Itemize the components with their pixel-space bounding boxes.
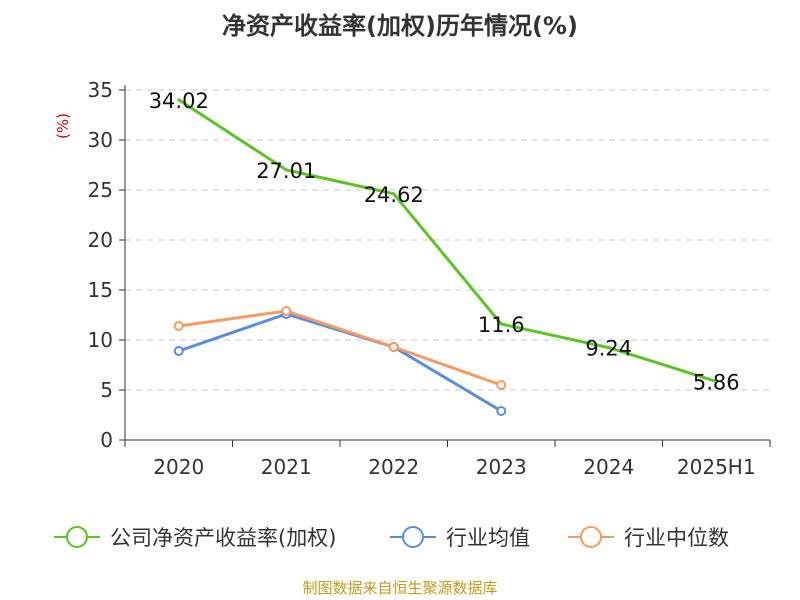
source-note: 制图数据来自恒生聚源数据库 bbox=[302, 579, 497, 597]
x-tick-label-2022: 2022 bbox=[368, 455, 419, 479]
series-1 bbox=[173, 309, 507, 416]
y-tick-label-30: 30 bbox=[88, 128, 113, 152]
series-point-2-3 bbox=[496, 380, 507, 390]
axes: 0 5 10 15 20 25 30 35 2020 2021 2022 2023 2024 2025H1 bbox=[88, 78, 771, 479]
y-tick-label-10: 10 bbox=[88, 328, 113, 352]
legend-marker-2 bbox=[580, 526, 602, 548]
y-tick-label-15: 15 bbox=[88, 278, 113, 302]
data-label-0-5: 5.86 bbox=[693, 370, 740, 394]
series-2 bbox=[173, 306, 507, 390]
series-point-1-0 bbox=[173, 346, 184, 356]
x-tick-label-2025H1: 2025H1 bbox=[677, 455, 756, 479]
series-point-2-1 bbox=[281, 306, 292, 316]
grid-lines bbox=[125, 89, 770, 391]
x-tick-label-2021: 2021 bbox=[261, 455, 312, 479]
data-label-0-3: 11.6 bbox=[478, 313, 525, 337]
data-label-0-4: 9.24 bbox=[585, 337, 632, 361]
x-tick-label-2020: 2020 bbox=[153, 455, 204, 479]
legend: 公司净资产收益率(加权) 行业均值 行业中位数 bbox=[54, 526, 729, 550]
chart-title: 净资产收益率(加权)历年情况(%) bbox=[222, 12, 578, 40]
legend-item-1: 行业均值 bbox=[390, 526, 530, 550]
y-axis-unit: (%) bbox=[54, 113, 72, 139]
y-tick-label-5: 5 bbox=[100, 378, 113, 402]
legend-item-2: 行业中位数 bbox=[568, 526, 729, 550]
data-label-0-1: 27.01 bbox=[256, 159, 316, 183]
series-0 bbox=[177, 98, 718, 383]
data-label-0-2: 24.62 bbox=[364, 183, 424, 207]
series-line-2 bbox=[177, 309, 503, 387]
x-tick-label-2024: 2024 bbox=[583, 455, 634, 479]
legend-marker-1 bbox=[402, 526, 424, 548]
y-tick-label-25: 25 bbox=[88, 178, 113, 202]
series-point-1-3 bbox=[496, 406, 507, 416]
series-point-2-2 bbox=[388, 342, 399, 352]
y-tick-label-35: 35 bbox=[88, 78, 113, 102]
data-label-0-0: 34.02 bbox=[149, 89, 209, 113]
x-tick-label-2023: 2023 bbox=[476, 455, 527, 479]
data-labels: 34.02 27.01 24.62 11.6 9.24 5.86 bbox=[149, 89, 740, 395]
y-tick-label-20: 20 bbox=[88, 228, 113, 252]
series-point-2-0 bbox=[173, 321, 184, 331]
legend-label-1: 行业均值 bbox=[446, 526, 530, 550]
legend-item-0: 公司净资产收益率(加权) bbox=[54, 526, 336, 550]
y-tick-label-0: 0 bbox=[100, 428, 113, 452]
series-layer bbox=[173, 98, 718, 416]
series-line-0 bbox=[177, 98, 718, 383]
legend-label-0: 公司净资产收益率(加权) bbox=[110, 526, 336, 550]
legend-marker-0 bbox=[66, 526, 88, 548]
legend-label-2: 行业中位数 bbox=[624, 526, 729, 550]
